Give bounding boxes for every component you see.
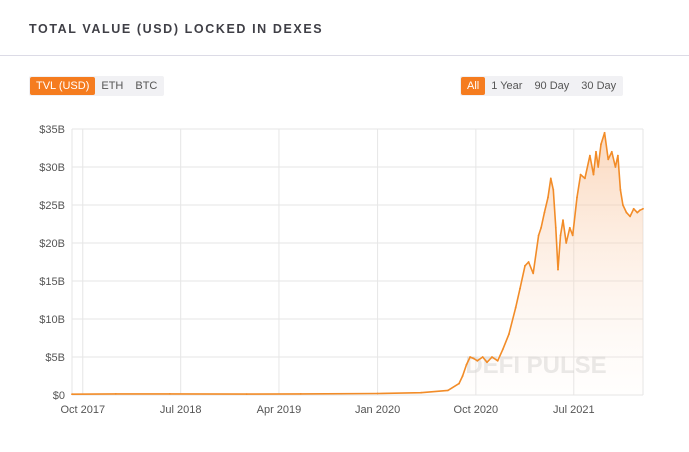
y-tick-label: $15B [39,276,65,288]
data-point [589,154,591,157]
data-point [245,393,248,395]
x-tick-label: Jan 2020 [355,404,400,416]
data-point [584,177,586,180]
data-point [597,166,600,168]
header-divider [0,55,689,56]
y-axis: $0 $5B $10B $15B $20B $25B $30B $35B [39,124,65,402]
y-tick-label: $35B [39,124,65,136]
y-tick-label: $0 [53,390,65,402]
data-point [557,268,559,271]
metric-toggle: TVL (USD) ETH BTC [29,76,165,96]
data-point [603,131,606,134]
data-point [632,207,635,210]
data-point [571,234,574,237]
data-point [501,348,504,351]
data-point [625,211,628,214]
x-tick-label: Oct 2017 [60,404,105,416]
range-90-day-button[interactable]: 90 Day [534,80,570,92]
data-point [592,173,595,176]
metric-eth-button[interactable]: ETH [101,80,124,92]
data-point [458,382,460,385]
x-axis: Oct 2017 Jul 2018 Apr 2019 Jan 2020 Oct 2020… [60,404,594,416]
data-point [576,196,578,199]
series-layer [71,131,644,396]
data-point [496,359,499,362]
data-point [565,242,568,244]
range-30-day-button[interactable]: 30 Day [581,80,617,92]
data-point [562,219,564,222]
data-point [376,392,379,395]
x-tick-label: Jul 2018 [160,404,202,416]
x-tick-label: Jul 2021 [553,404,595,416]
data-point [447,389,449,392]
y-tick-label: $25B [39,200,65,212]
y-tick-label: $10B [39,314,65,326]
metric-btc-button[interactable]: BTC [135,80,158,92]
data-point [465,363,468,366]
data-point [527,261,530,263]
data-point [532,272,535,275]
range-1-year-button[interactable]: 1 Year [491,80,523,92]
data-point [508,333,510,336]
data-point [299,393,302,395]
y-tick-label: $5B [45,352,65,364]
metric-tvl-usd-button[interactable]: TVL (USD) [30,77,96,95]
data-point [114,393,117,395]
data-point [629,215,631,218]
data-point [579,173,582,176]
data-point [486,361,488,364]
chart-title: TOTAL VALUE (USD) LOCKED IN DEXES [29,22,324,36]
data-point [469,356,471,358]
chart-area: $0 $5B $10B $15B $20B $25B $30B $35B Oct 2017 Ju… [0,110,689,430]
data-point [476,359,479,362]
data-point [617,154,619,157]
data-point [559,234,562,237]
range-all-button[interactable]: All [461,77,486,95]
range-toggle: All 1 Year 90 Day 30 Day [460,76,624,96]
data-point [552,188,555,191]
data-point [543,211,546,214]
data-point [619,188,622,191]
data-point [642,207,644,210]
data-point [524,264,526,267]
data-point [636,211,639,214]
data-point [607,158,610,161]
data-point [71,393,73,396]
data-point [568,226,571,229]
data-point [610,150,613,153]
data-point [547,196,549,199]
data-point [638,209,641,212]
data-point [481,356,484,358]
data-point [491,356,493,358]
data-point [169,393,171,395]
x-tick-label: Apr 2019 [257,404,302,416]
data-point [519,287,521,290]
data-point [537,234,540,237]
grid-layer [71,128,644,396]
data-point [514,306,517,309]
data-point [461,375,464,377]
data-point [472,357,475,360]
y-tick-label: $30B [39,162,65,174]
y-tick-label: $20B [39,238,65,250]
data-point [595,150,597,153]
data-point [540,226,542,229]
x-tick-label: Oct 2020 [454,404,499,416]
data-point [622,204,624,206]
data-point [614,166,617,168]
data-point [600,143,602,146]
data-point [549,177,552,180]
data-point [420,391,422,394]
data-point [554,226,557,229]
tvl-chart: $0 $5B $10B $15B $20B $25B $30B $35B Oct 2017 Ju… [39,124,644,416]
